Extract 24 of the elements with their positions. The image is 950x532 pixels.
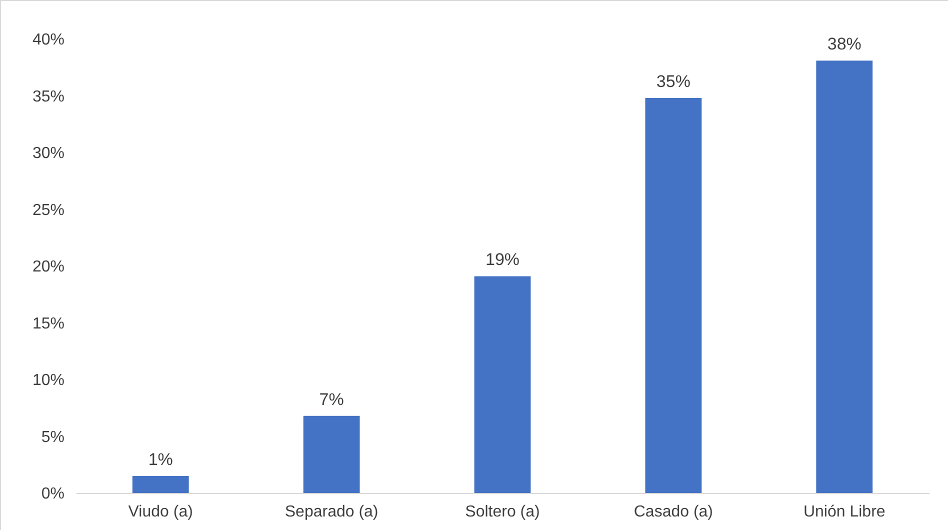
data-label: 7%: [319, 390, 344, 409]
data-label: 1%: [148, 450, 173, 469]
x-tick-label: Soltero (a): [465, 504, 540, 520]
y-tick-label: 5%: [41, 428, 64, 446]
x-tick-label: Separado (a): [284, 504, 378, 520]
y-tick-label: 15%: [32, 315, 64, 332]
y-tick-label: 35%: [32, 88, 64, 106]
y-tick-label: 10%: [32, 372, 64, 389]
bar: [816, 60, 873, 493]
data-label: 35%: [656, 72, 690, 92]
data-label: 19%: [485, 250, 520, 270]
x-tick-label: Unión Libre: [803, 504, 886, 520]
bar: [132, 476, 189, 493]
bar: [474, 276, 531, 493]
y-tick-label: 25%: [32, 202, 64, 219]
data-label: 38%: [827, 34, 862, 54]
bar: [645, 98, 702, 493]
bar: [303, 416, 360, 493]
y-tick-label: 20%: [32, 258, 64, 276]
y-tick-label: 40%: [32, 32, 64, 48]
x-tick-label: Casado (a): [634, 504, 714, 520]
y-tick-label: 30%: [32, 145, 64, 162]
y-tick-label: 0%: [41, 486, 64, 502]
x-tick-label: Viudo (a): [128, 504, 193, 520]
